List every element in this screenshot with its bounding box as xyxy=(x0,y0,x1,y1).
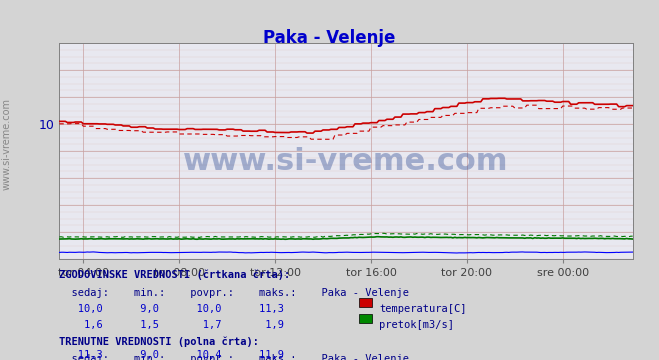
Text: Paka - Velenje: Paka - Velenje xyxy=(264,29,395,47)
Text: pretok[m3/s]: pretok[m3/s] xyxy=(379,320,454,330)
Text: sedaj:    min.:    povpr.:    maks.:    Paka - Velenje: sedaj: min.: povpr.: maks.: Paka - Velen… xyxy=(59,354,409,360)
Text: ZGODOVINSKE VREDNOSTI (črtkana črta):: ZGODOVINSKE VREDNOSTI (črtkana črta): xyxy=(59,270,291,280)
Text: 11,3      9,0      10,4      11,9: 11,3 9,0 10,4 11,9 xyxy=(59,350,284,360)
Text: www.si-vreme.com: www.si-vreme.com xyxy=(1,98,12,190)
Text: 1,6      1,5       1,7       1,9: 1,6 1,5 1,7 1,9 xyxy=(59,320,284,330)
Text: www.si-vreme.com: www.si-vreme.com xyxy=(183,148,509,176)
Text: sedaj:    min.:    povpr.:    maks.:    Paka - Velenje: sedaj: min.: povpr.: maks.: Paka - Velen… xyxy=(59,288,409,298)
Text: 10,0      9,0      10,0      11,3: 10,0 9,0 10,0 11,3 xyxy=(59,304,284,314)
Text: temperatura[C]: temperatura[C] xyxy=(379,304,467,314)
Text: TRENUTNE VREDNOSTI (polna črta):: TRENUTNE VREDNOSTI (polna črta): xyxy=(59,337,259,347)
